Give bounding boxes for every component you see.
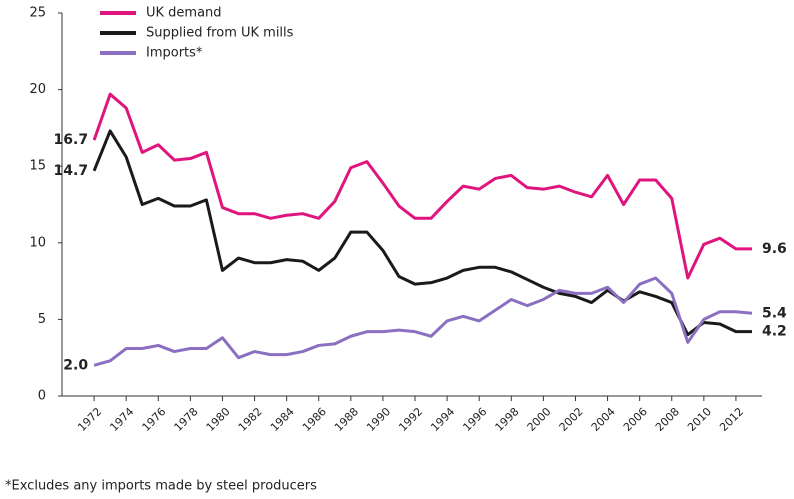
x-tick-label: 2006	[621, 405, 650, 434]
x-tick-label: 1998	[493, 405, 522, 434]
legend-label: Imports*	[146, 46, 203, 61]
legend-label: Supplied from UK mills	[146, 26, 294, 41]
value-label: 2.0	[63, 357, 88, 373]
x-tick-label: 1974	[107, 405, 136, 434]
x-tick-label: 2004	[589, 405, 618, 434]
x-tick-label: 1986	[300, 405, 329, 434]
x-tick-label: 1978	[172, 405, 201, 434]
y-tick-label: 25	[29, 6, 46, 21]
y-tick-label: 20	[29, 82, 46, 97]
footnote: *Excludes any imports made by steel prod…	[5, 479, 317, 494]
value-label: 4.2	[762, 324, 787, 340]
x-tick-label: 2000	[525, 405, 554, 434]
x-tick-label: 1992	[396, 405, 425, 434]
y-tick-label: 10	[29, 235, 46, 250]
x-tick-label: 1976	[140, 405, 169, 434]
x-tick-label: 1990	[364, 405, 393, 434]
x-tick-label: 1980	[204, 405, 233, 434]
x-tick-label: 1984	[268, 405, 297, 434]
series-line	[92, 129, 752, 337]
x-tick-label: 1972	[75, 405, 104, 434]
y-tick-label: 15	[29, 159, 46, 174]
value-label: 14.7	[54, 163, 89, 179]
series-line	[92, 92, 752, 280]
x-tick-label: 2010	[685, 405, 714, 434]
y-tick-label: 5	[38, 312, 46, 327]
legend-label: UK demand	[146, 6, 222, 21]
y-tick-label: 0	[38, 389, 46, 404]
x-tick-label: 2002	[557, 405, 586, 434]
value-label: 5.4	[762, 305, 787, 321]
series-line	[93, 276, 753, 367]
x-tick-label: 2008	[653, 405, 682, 434]
x-tick-label: 1988	[332, 405, 361, 434]
x-tick-label: 1982	[236, 405, 265, 434]
x-tick-label: 1996	[460, 405, 489, 434]
value-label: 16.7	[54, 132, 89, 148]
value-label: 9.6	[762, 241, 787, 257]
x-tick-label: 1994	[428, 405, 457, 434]
x-tick-label: 2012	[717, 405, 746, 434]
